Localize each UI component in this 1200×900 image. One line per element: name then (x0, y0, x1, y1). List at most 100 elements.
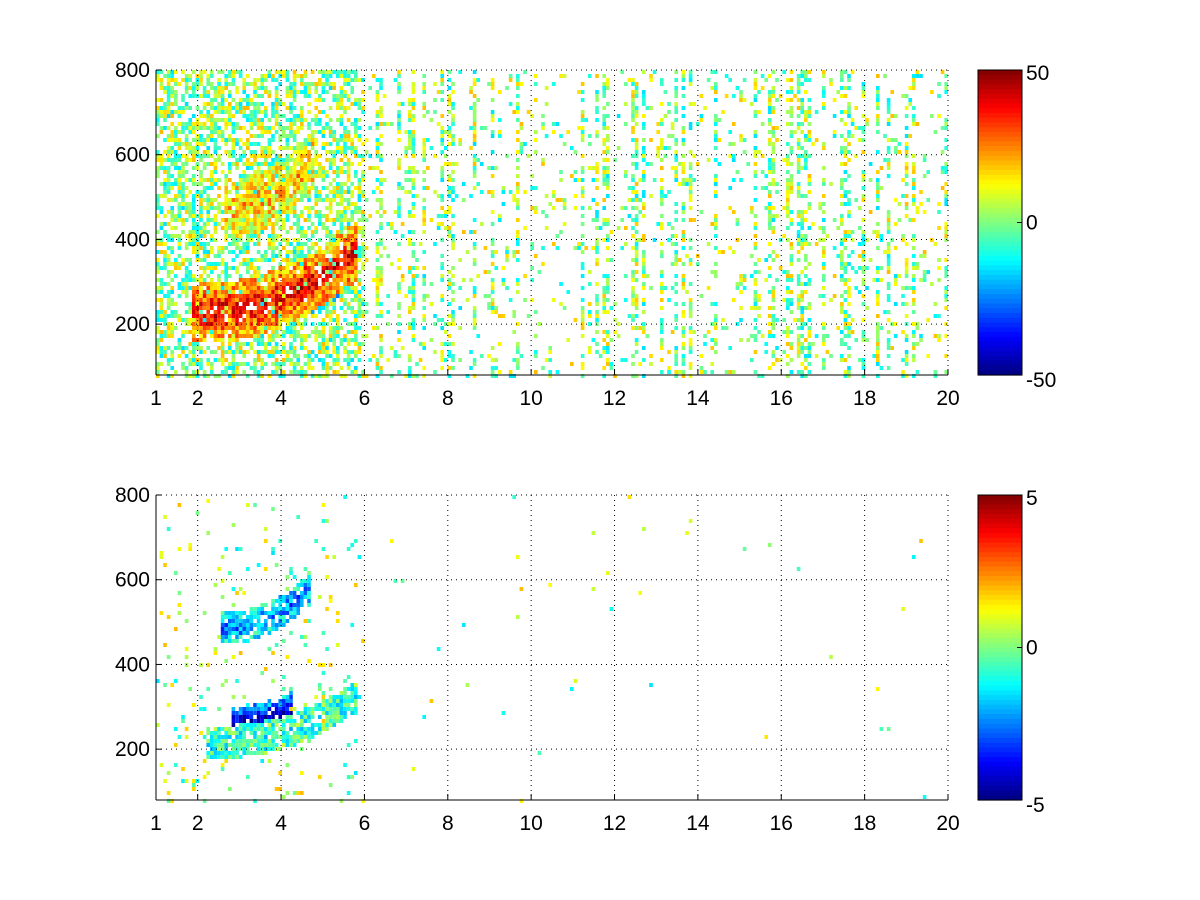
heatmap-cell (688, 162, 693, 166)
heatmap-cell (789, 210, 794, 214)
heatmap-cell (271, 322, 275, 326)
heatmap-cell (260, 326, 264, 330)
heatmap-cell (166, 134, 171, 138)
heatmap-cell (714, 342, 718, 346)
heatmap-cell (606, 330, 610, 334)
heatmap-cell (768, 214, 772, 218)
heatmap-cell (192, 302, 196, 306)
heatmap-cell (642, 282, 646, 286)
heatmap-cell (544, 194, 549, 198)
heatmap-cell (861, 374, 866, 378)
heatmap-cell (282, 342, 286, 346)
heatmap-cell (184, 186, 189, 190)
heatmap-cell (408, 322, 412, 326)
heatmap-cell (170, 174, 174, 178)
heatmap-cell (490, 110, 495, 114)
heatmap-cell (278, 374, 282, 378)
heatmap-cell (336, 70, 340, 74)
heatmap-cell (321, 342, 326, 346)
heatmap-cell (760, 374, 765, 378)
heatmap-cell (354, 350, 358, 354)
heatmap-cell (696, 262, 700, 266)
heatmap-cell (714, 274, 718, 278)
heatmap-cell (260, 86, 264, 90)
heatmap-cell (195, 230, 200, 234)
heatmap-cell (274, 78, 279, 82)
heatmap-cell (804, 74, 808, 78)
heatmap-cell (541, 262, 545, 266)
heatmap-cell (840, 338, 844, 342)
heatmap-cell (202, 142, 207, 146)
heatmap-cell (307, 126, 311, 130)
heatmap-cell (350, 238, 354, 242)
heatmap-cell (357, 230, 362, 234)
heatmap-cell (840, 202, 844, 206)
heatmap-cell (850, 250, 855, 254)
heatmap-cell (843, 270, 848, 274)
heatmap-cell (516, 158, 520, 162)
heatmap-cell (350, 234, 354, 238)
heatmap-cell (606, 358, 610, 362)
heatmap-cell (382, 210, 387, 214)
heatmap-cell (246, 282, 250, 286)
heatmap-cell (440, 70, 444, 74)
heatmap-cell (490, 250, 495, 254)
heatmap-cell (710, 86, 714, 90)
heatmap-cell (436, 122, 441, 126)
heatmap-cell (228, 294, 232, 298)
heatmap-cell (224, 74, 228, 78)
heatmap-cell (188, 106, 192, 110)
heatmap-cell (267, 302, 272, 306)
heatmap-cell (789, 78, 794, 82)
heatmap-cell (674, 78, 678, 82)
heatmap-cell (199, 318, 203, 322)
heatmap-cell (271, 238, 275, 242)
heatmap-cell (354, 202, 358, 206)
heatmap-cell (303, 206, 308, 210)
heatmap-cell (580, 374, 585, 378)
heatmap-cell (782, 270, 786, 274)
heatmap-cell (800, 282, 804, 286)
heatmap-cell (282, 166, 286, 170)
heatmap-cell (332, 218, 336, 222)
heatmap-cell (285, 238, 290, 242)
heatmap-cell (843, 314, 848, 318)
heatmap-cell (235, 246, 239, 250)
heatmap-cell (595, 242, 599, 246)
heatmap-cell (829, 82, 833, 86)
heatmap-cell (246, 138, 250, 142)
heatmap-cell (246, 334, 250, 338)
heatmap-cell (192, 94, 196, 98)
heatmap-cell (282, 266, 286, 270)
heatmap-cell (807, 318, 812, 322)
heatmap-cell (570, 146, 574, 150)
heatmap-cell (177, 138, 182, 142)
heatmap-cell (332, 338, 336, 342)
heatmap-cell (681, 238, 686, 242)
heatmap-cell (206, 114, 210, 118)
heatmap-cell (469, 366, 473, 370)
heatmap-cell (688, 374, 693, 378)
heatmap-cell (231, 330, 236, 334)
heatmap-cell (253, 182, 257, 186)
heatmap-cell (246, 222, 250, 226)
heatmap-cell (541, 114, 545, 118)
heatmap-cell (681, 70, 686, 74)
heatmap-cell (163, 186, 167, 190)
heatmap-cell (523, 70, 527, 74)
heatmap-cell (433, 190, 437, 194)
heatmap-cell (192, 202, 196, 206)
heatmap-cell (210, 154, 214, 158)
heatmap-cell (800, 194, 804, 198)
heatmap-cell (166, 154, 171, 158)
heatmap-cell (861, 170, 866, 174)
heatmap-cell (447, 334, 452, 338)
heatmap-cell (310, 118, 315, 122)
heatmap-cell (206, 94, 210, 98)
heatmap-cell (156, 338, 160, 342)
heatmap-cell (807, 326, 812, 330)
heatmap-cell (354, 250, 358, 254)
heatmap-cell (789, 150, 794, 154)
heatmap-cell (580, 242, 585, 246)
heatmap-cell (440, 350, 444, 354)
